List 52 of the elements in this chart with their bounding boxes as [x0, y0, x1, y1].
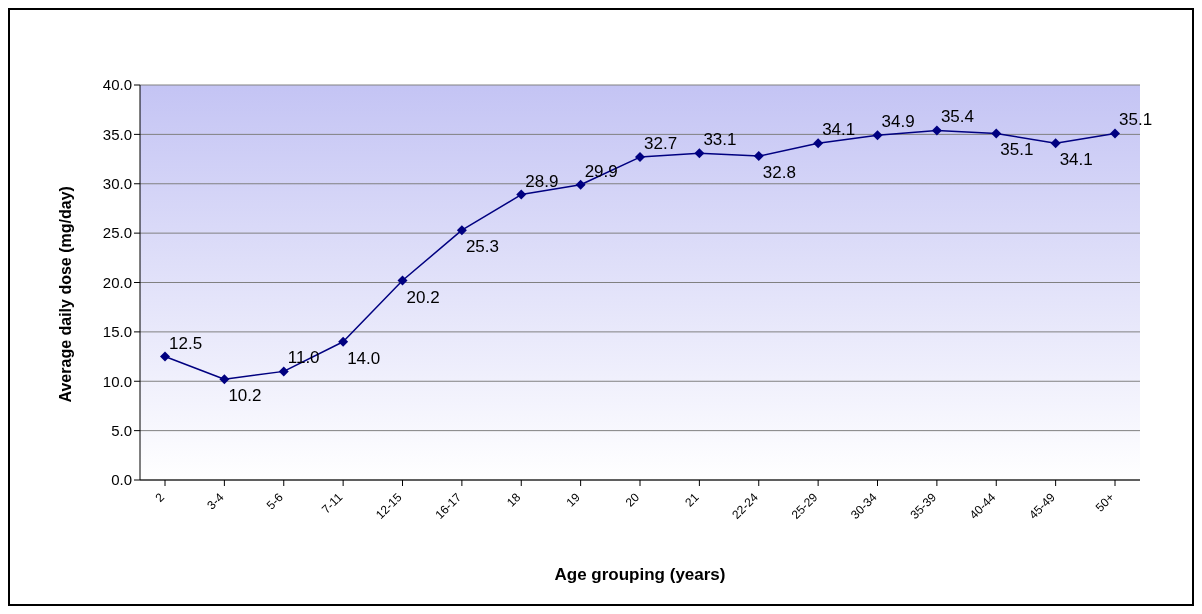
y-axis-title: Average daily dose (mg/day): [56, 186, 74, 403]
data-label: 28.9: [525, 171, 559, 191]
point: [278, 366, 289, 377]
point: [694, 148, 705, 159]
data-label: 10.2: [228, 386, 262, 406]
point: [1110, 128, 1120, 139]
data-label: 35.4: [940, 107, 974, 127]
data-label: 34.1: [1059, 150, 1093, 170]
data-label: 35.1: [1119, 110, 1153, 130]
x-tick-label: 3-4: [204, 489, 227, 513]
point: [1050, 138, 1061, 149]
x-tick-label: 50+: [1092, 490, 1118, 515]
point: [753, 151, 764, 162]
y-tick-label: 15.0: [102, 323, 132, 341]
data-label: 14.0: [347, 348, 381, 368]
data-label: 12.5: [169, 333, 203, 353]
x-axis-title: Age grouping (years): [554, 565, 726, 584]
point: [575, 179, 586, 190]
data-label: 20.2: [406, 287, 440, 307]
y-tick-label: 30.0: [102, 175, 132, 193]
point: [635, 152, 645, 163]
x-tick-label: 20: [622, 490, 643, 510]
point: [516, 189, 527, 200]
data-label: 33.1: [703, 130, 737, 150]
point: [872, 130, 883, 141]
x-tick-label: 18: [504, 490, 524, 510]
point: [991, 128, 1002, 139]
point: [456, 225, 467, 236]
data-label: 25.3: [465, 237, 499, 257]
data-label: 32.7: [644, 134, 678, 154]
y-tick-label: 25.0: [102, 224, 132, 242]
y-tick-label: 20.0: [102, 273, 132, 291]
y-tick-label: 35.0: [102, 125, 132, 143]
data-label: 34.9: [881, 112, 915, 132]
y-tick-label: 40.0: [102, 76, 132, 94]
x-tick-label: 7-11: [318, 490, 346, 517]
x-tick-label: 21: [682, 490, 702, 510]
y-tick-label: 0.0: [111, 471, 132, 489]
x-tick-label: 19: [563, 490, 583, 510]
point: [813, 138, 824, 149]
data-label: 35.1: [1000, 140, 1034, 160]
point: [338, 336, 349, 347]
y-tick-label: 10.0: [102, 372, 132, 390]
point: [219, 374, 230, 385]
x-tick-label: 2: [152, 490, 168, 505]
x-tick-label: 5-6: [263, 489, 287, 513]
point: [931, 125, 942, 136]
point: [397, 275, 408, 286]
data-label: 32.8: [762, 163, 796, 183]
data-label: 34.1: [822, 120, 856, 140]
point: [160, 351, 170, 362]
y-tick-label: 5.0: [111, 421, 132, 439]
